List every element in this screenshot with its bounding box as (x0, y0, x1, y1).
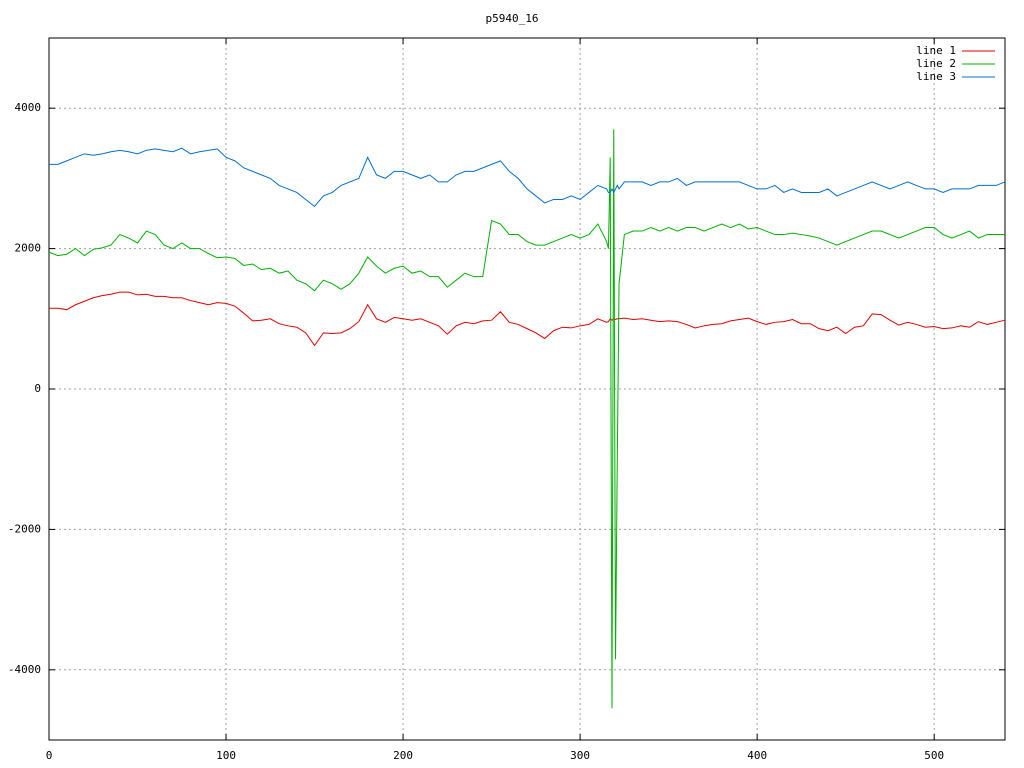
legend-label: line 3 (916, 70, 956, 83)
x-tick-label: 400 (747, 749, 767, 762)
legend-label: line 2 (916, 57, 956, 70)
x-tick-label: 500 (924, 749, 944, 762)
plot-border (48, 37, 1006, 741)
x-tick-label: 200 (393, 749, 413, 762)
y-tick-label: 0 (34, 382, 41, 395)
chart-title: p5940_16 (486, 12, 539, 25)
data-line (48, 129, 1005, 709)
x-tick-label: 100 (216, 749, 236, 762)
y-tick-label: -2000 (8, 522, 41, 535)
y-tick-label: 4000 (15, 101, 42, 114)
x-tick-label: 0 (46, 749, 53, 762)
data-line (49, 291, 1006, 347)
data-line (49, 147, 1006, 208)
y-tick-label: 2000 (15, 242, 42, 255)
y-tick-label: -4000 (8, 663, 41, 676)
legend-label: line 1 (916, 44, 956, 57)
x-tick-label: 300 (570, 749, 590, 762)
